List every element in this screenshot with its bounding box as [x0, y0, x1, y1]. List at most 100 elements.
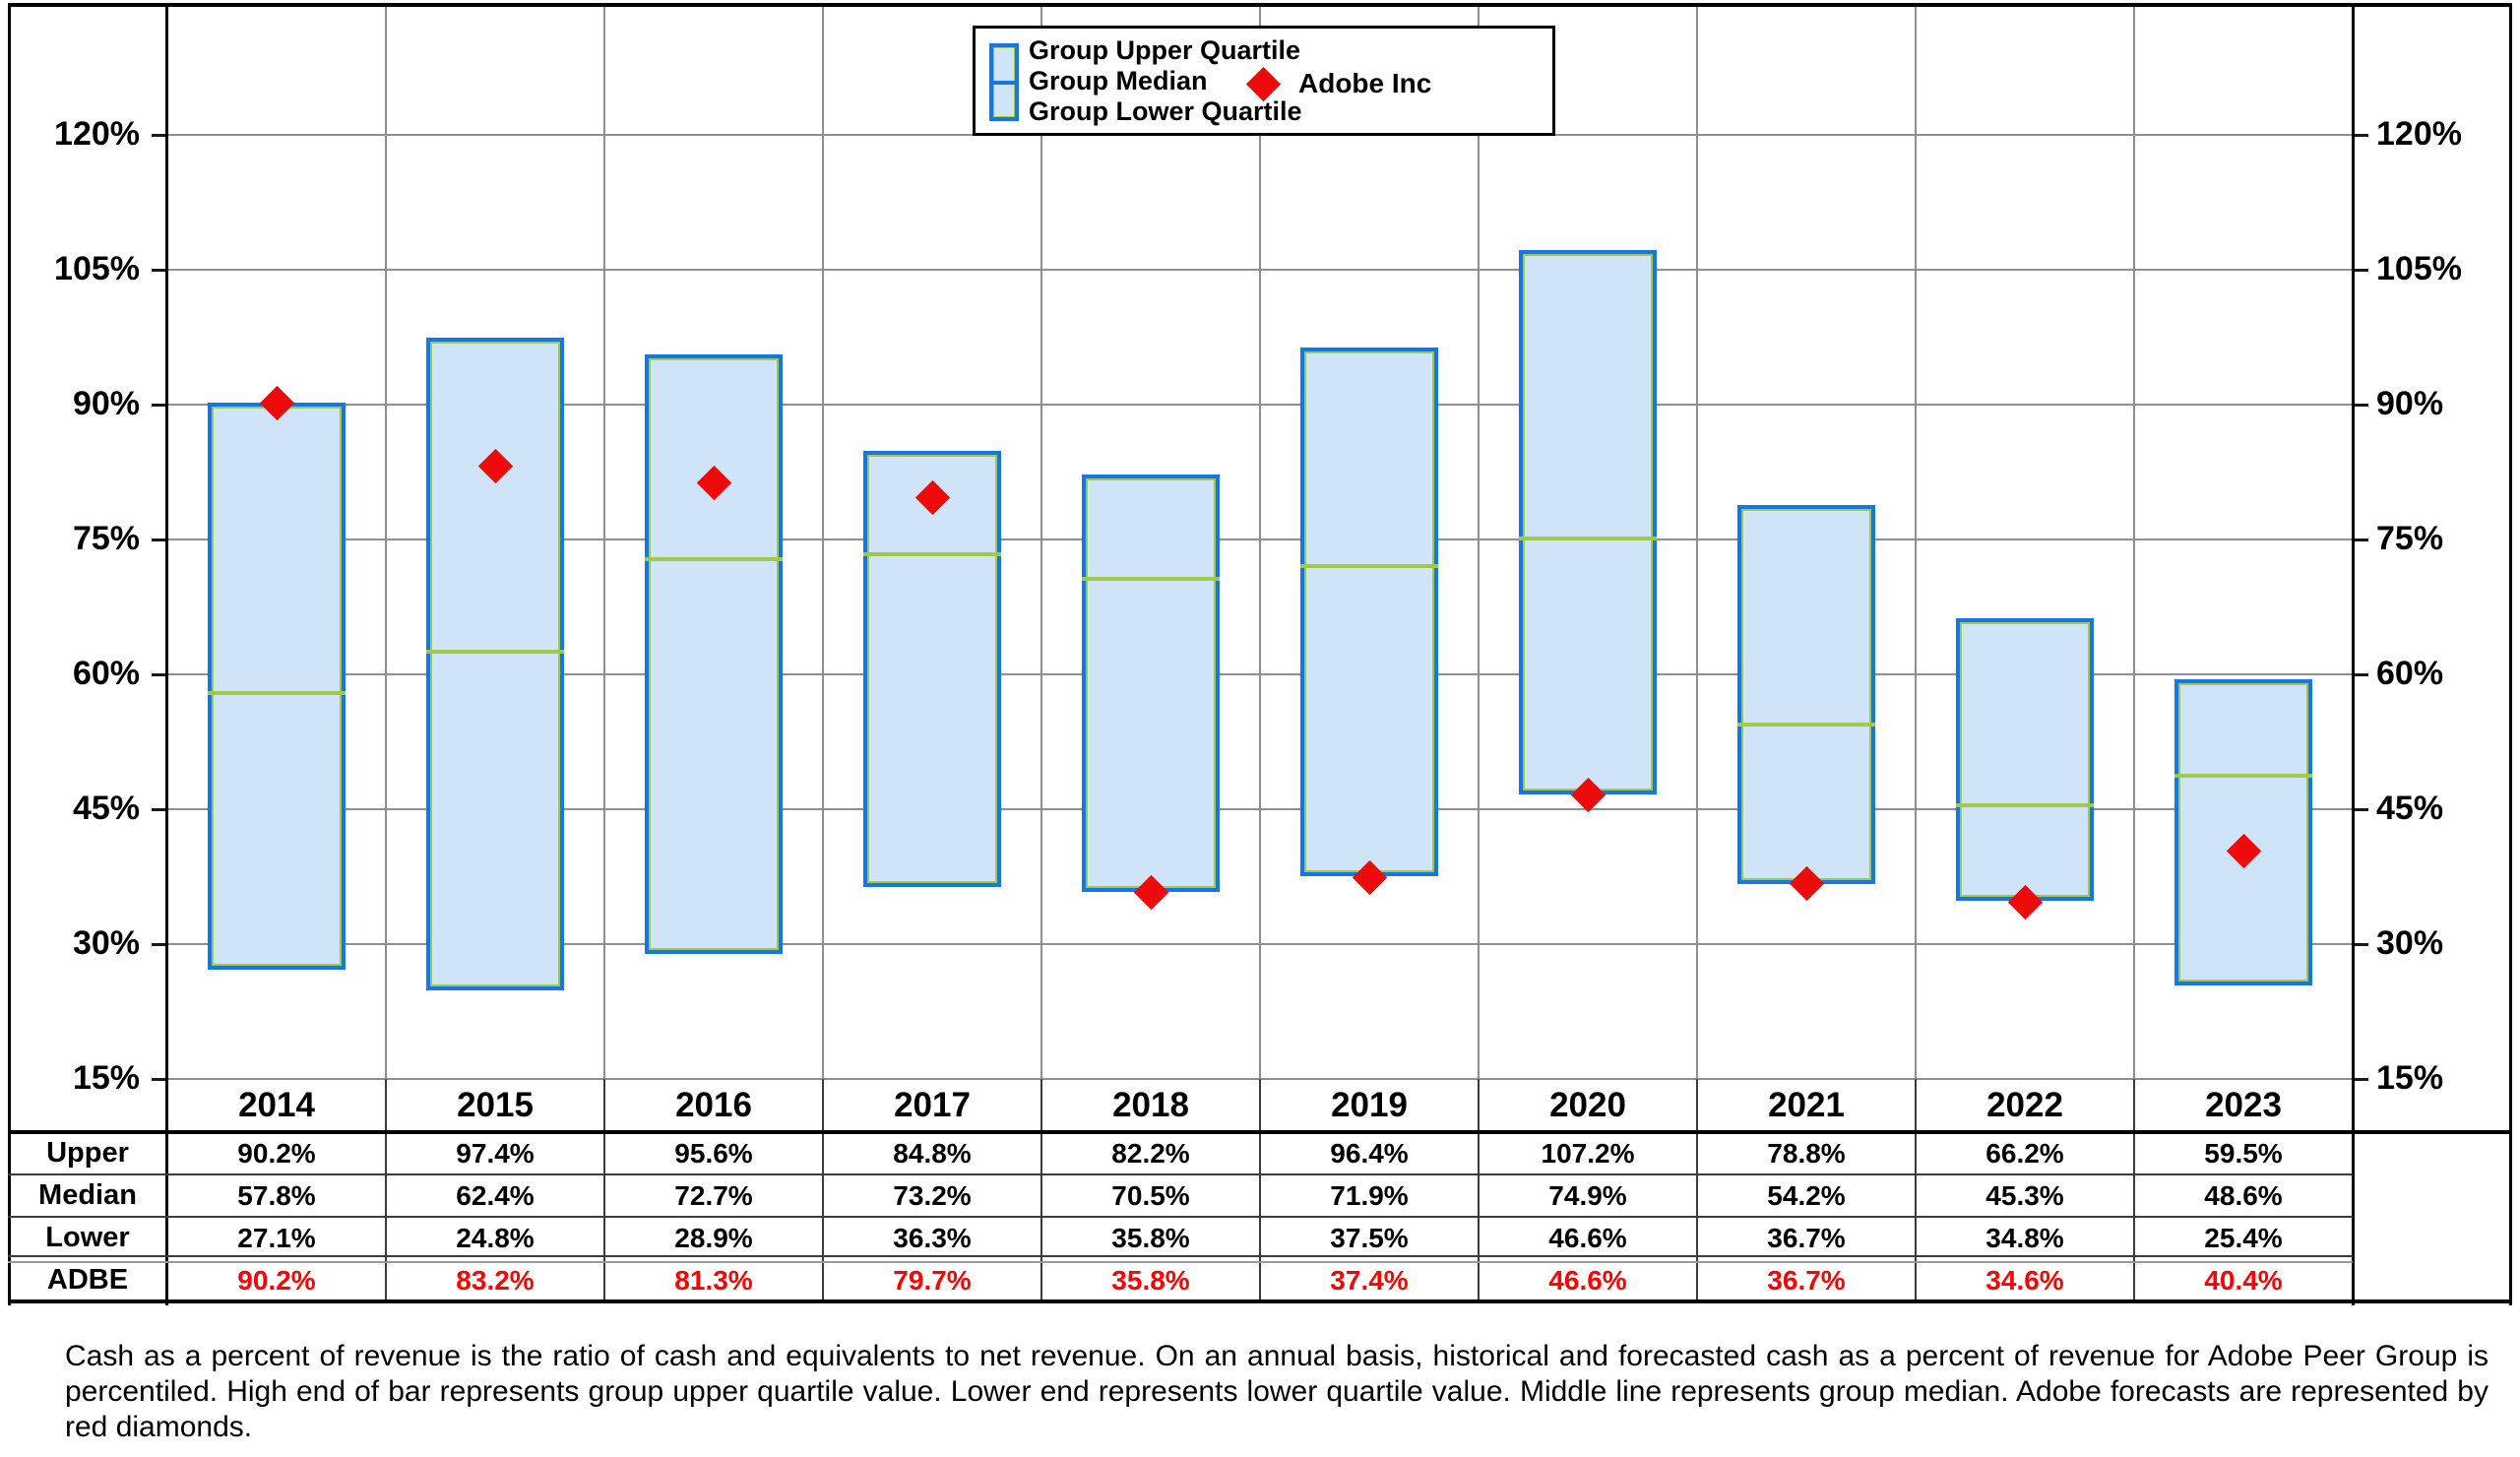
- legend-adobe-label: Adobe Inc: [1298, 68, 1432, 98]
- table-value-cell: 34.6%: [1985, 1264, 2064, 1296]
- table-value-cell: 37.5%: [1330, 1222, 1409, 1253]
- right-axis-tick: [2353, 1078, 2368, 1081]
- table-column-divider: [1696, 1079, 1698, 1301]
- quartile-range-bar: [863, 451, 1001, 888]
- vertical-gridline: [1478, 6, 1480, 1079]
- table-value-cell: 54.2%: [1767, 1179, 1846, 1211]
- legend-quartile-labels: Group Upper Quartile Group Median Group …: [1029, 35, 1302, 127]
- right-axis-tick: [2353, 404, 2368, 407]
- table-value-cell: 46.6%: [1548, 1264, 1627, 1296]
- right-axis-tick: [2353, 808, 2368, 811]
- right-axis-tick: [2353, 538, 2368, 541]
- group-median-line: [1300, 563, 1438, 568]
- group-median-line: [426, 649, 564, 654]
- left-axis-tick: [152, 134, 167, 137]
- quartile-range-bar: [1519, 249, 1657, 795]
- right-axis-tick: [2353, 673, 2368, 676]
- table-header-separator: [8, 1130, 2512, 1134]
- quartile-range-bar: [1300, 347, 1438, 877]
- legend-median-divider: [993, 81, 1015, 85]
- vertical-gridline: [822, 6, 824, 1079]
- group-median-line: [1956, 802, 2094, 807]
- table-row-divider: [8, 1216, 2353, 1218]
- legend-median-label: Group Median: [1029, 66, 1208, 95]
- table-value-cell: 83.2%: [456, 1264, 535, 1296]
- table-value-cell: 59.5%: [2204, 1137, 2283, 1169]
- x-axis-year-label: 2021: [1768, 1086, 1845, 1124]
- table-value-cell: 78.8%: [1767, 1137, 1846, 1169]
- y-axis-label-right: 30%: [2376, 924, 2444, 962]
- table-value-cell: 72.7%: [674, 1179, 753, 1211]
- y-axis-label-right: 75%: [2376, 520, 2444, 557]
- y-axis-label-left: 45%: [72, 790, 140, 827]
- left-axis-tick: [152, 538, 167, 541]
- y-axis-label-right: 45%: [2376, 790, 2444, 827]
- x-axis-year-label: 2014: [238, 1086, 315, 1124]
- table-row-divider-double: [8, 1261, 2353, 1263]
- right-axis-tick: [2353, 269, 2368, 272]
- x-axis-year-label: 2022: [1986, 1086, 2063, 1124]
- x-axis-year-label: 2016: [675, 1086, 752, 1124]
- table-value-cell: 82.2%: [1111, 1137, 1190, 1169]
- table-bottom-border: [8, 1299, 2512, 1303]
- vertical-gridline: [1259, 6, 1261, 1079]
- vertical-gridline: [1040, 6, 1042, 1079]
- table-value-cell: 81.3%: [674, 1264, 753, 1296]
- table-value-cell: 70.5%: [1111, 1179, 1190, 1211]
- y-axis-label-left: 120%: [54, 115, 140, 153]
- left-axis-line: [165, 3, 168, 1305]
- chart-frame-top: [8, 3, 2512, 7]
- table-value-cell: 27.1%: [237, 1222, 316, 1253]
- left-axis-tick: [152, 673, 167, 676]
- table-value-cell: 36.7%: [1767, 1222, 1846, 1253]
- y-axis-label-left: 30%: [72, 924, 140, 962]
- quartile-range-bar: [645, 353, 783, 955]
- table-row-label: Lower: [45, 1222, 130, 1253]
- table-value-cell: 28.9%: [674, 1222, 753, 1253]
- table-column-divider: [2133, 1079, 2135, 1301]
- chart-frame-left: [8, 3, 11, 1305]
- legend-lower-quartile-label: Group Lower Quartile: [1029, 96, 1302, 126]
- table-column-divider: [1478, 1079, 1480, 1301]
- chart-legend: Group Upper Quartile Group Median Group …: [973, 26, 1555, 136]
- table-value-cell: 62.4%: [456, 1179, 535, 1211]
- table-value-cell: 57.8%: [237, 1179, 316, 1211]
- table-column-divider: [1915, 1079, 1917, 1301]
- left-axis-tick: [152, 943, 167, 946]
- quartile-range-bar: [426, 338, 564, 991]
- quartile-bar-legend-icon: [989, 43, 1019, 121]
- y-axis-label-right: 120%: [2376, 115, 2462, 153]
- table-row-divider-double: [8, 1255, 2353, 1257]
- right-axis-tick: [2353, 134, 2368, 137]
- y-axis-label-left: 15%: [72, 1059, 140, 1097]
- table-value-cell: 37.4%: [1330, 1264, 1409, 1296]
- chart-footnote: Cash as a percent of revenue is the rati…: [65, 1340, 2488, 1443]
- table-value-cell: 97.4%: [456, 1137, 535, 1169]
- y-axis-label-left: 90%: [72, 385, 140, 422]
- y-axis-label-right: 60%: [2376, 655, 2444, 692]
- y-axis-label-left: 60%: [72, 655, 140, 692]
- table-value-cell: 79.7%: [893, 1264, 972, 1296]
- table-value-cell: 40.4%: [2204, 1264, 2283, 1296]
- right-axis-tick: [2353, 943, 2368, 946]
- table-value-cell: 48.6%: [2204, 1179, 2283, 1211]
- table-row-label: Upper: [46, 1137, 129, 1169]
- table-column-divider: [1259, 1079, 1261, 1301]
- group-median-line: [645, 556, 783, 561]
- left-axis-tick: [152, 404, 167, 407]
- table-value-cell: 34.8%: [1985, 1222, 2064, 1253]
- table-value-cell: 96.4%: [1330, 1137, 1409, 1169]
- table-value-cell: 35.8%: [1111, 1222, 1190, 1253]
- x-axis-year-label: 2017: [894, 1086, 971, 1124]
- quartile-range-bar: [208, 403, 346, 971]
- x-axis-year-label: 2015: [457, 1086, 534, 1124]
- vertical-gridline: [603, 6, 605, 1079]
- table-value-cell: 107.2%: [1541, 1137, 1635, 1169]
- right-plot-frame: [2352, 3, 2355, 1305]
- table-value-cell: 46.6%: [1548, 1222, 1627, 1253]
- quartile-range-bar: [1082, 475, 1220, 893]
- y-axis-label-right: 105%: [2376, 250, 2462, 287]
- y-axis-label-left: 105%: [54, 250, 140, 287]
- table-value-cell: 45.3%: [1985, 1179, 2064, 1211]
- legend-upper-quartile-label: Group Upper Quartile: [1029, 35, 1301, 65]
